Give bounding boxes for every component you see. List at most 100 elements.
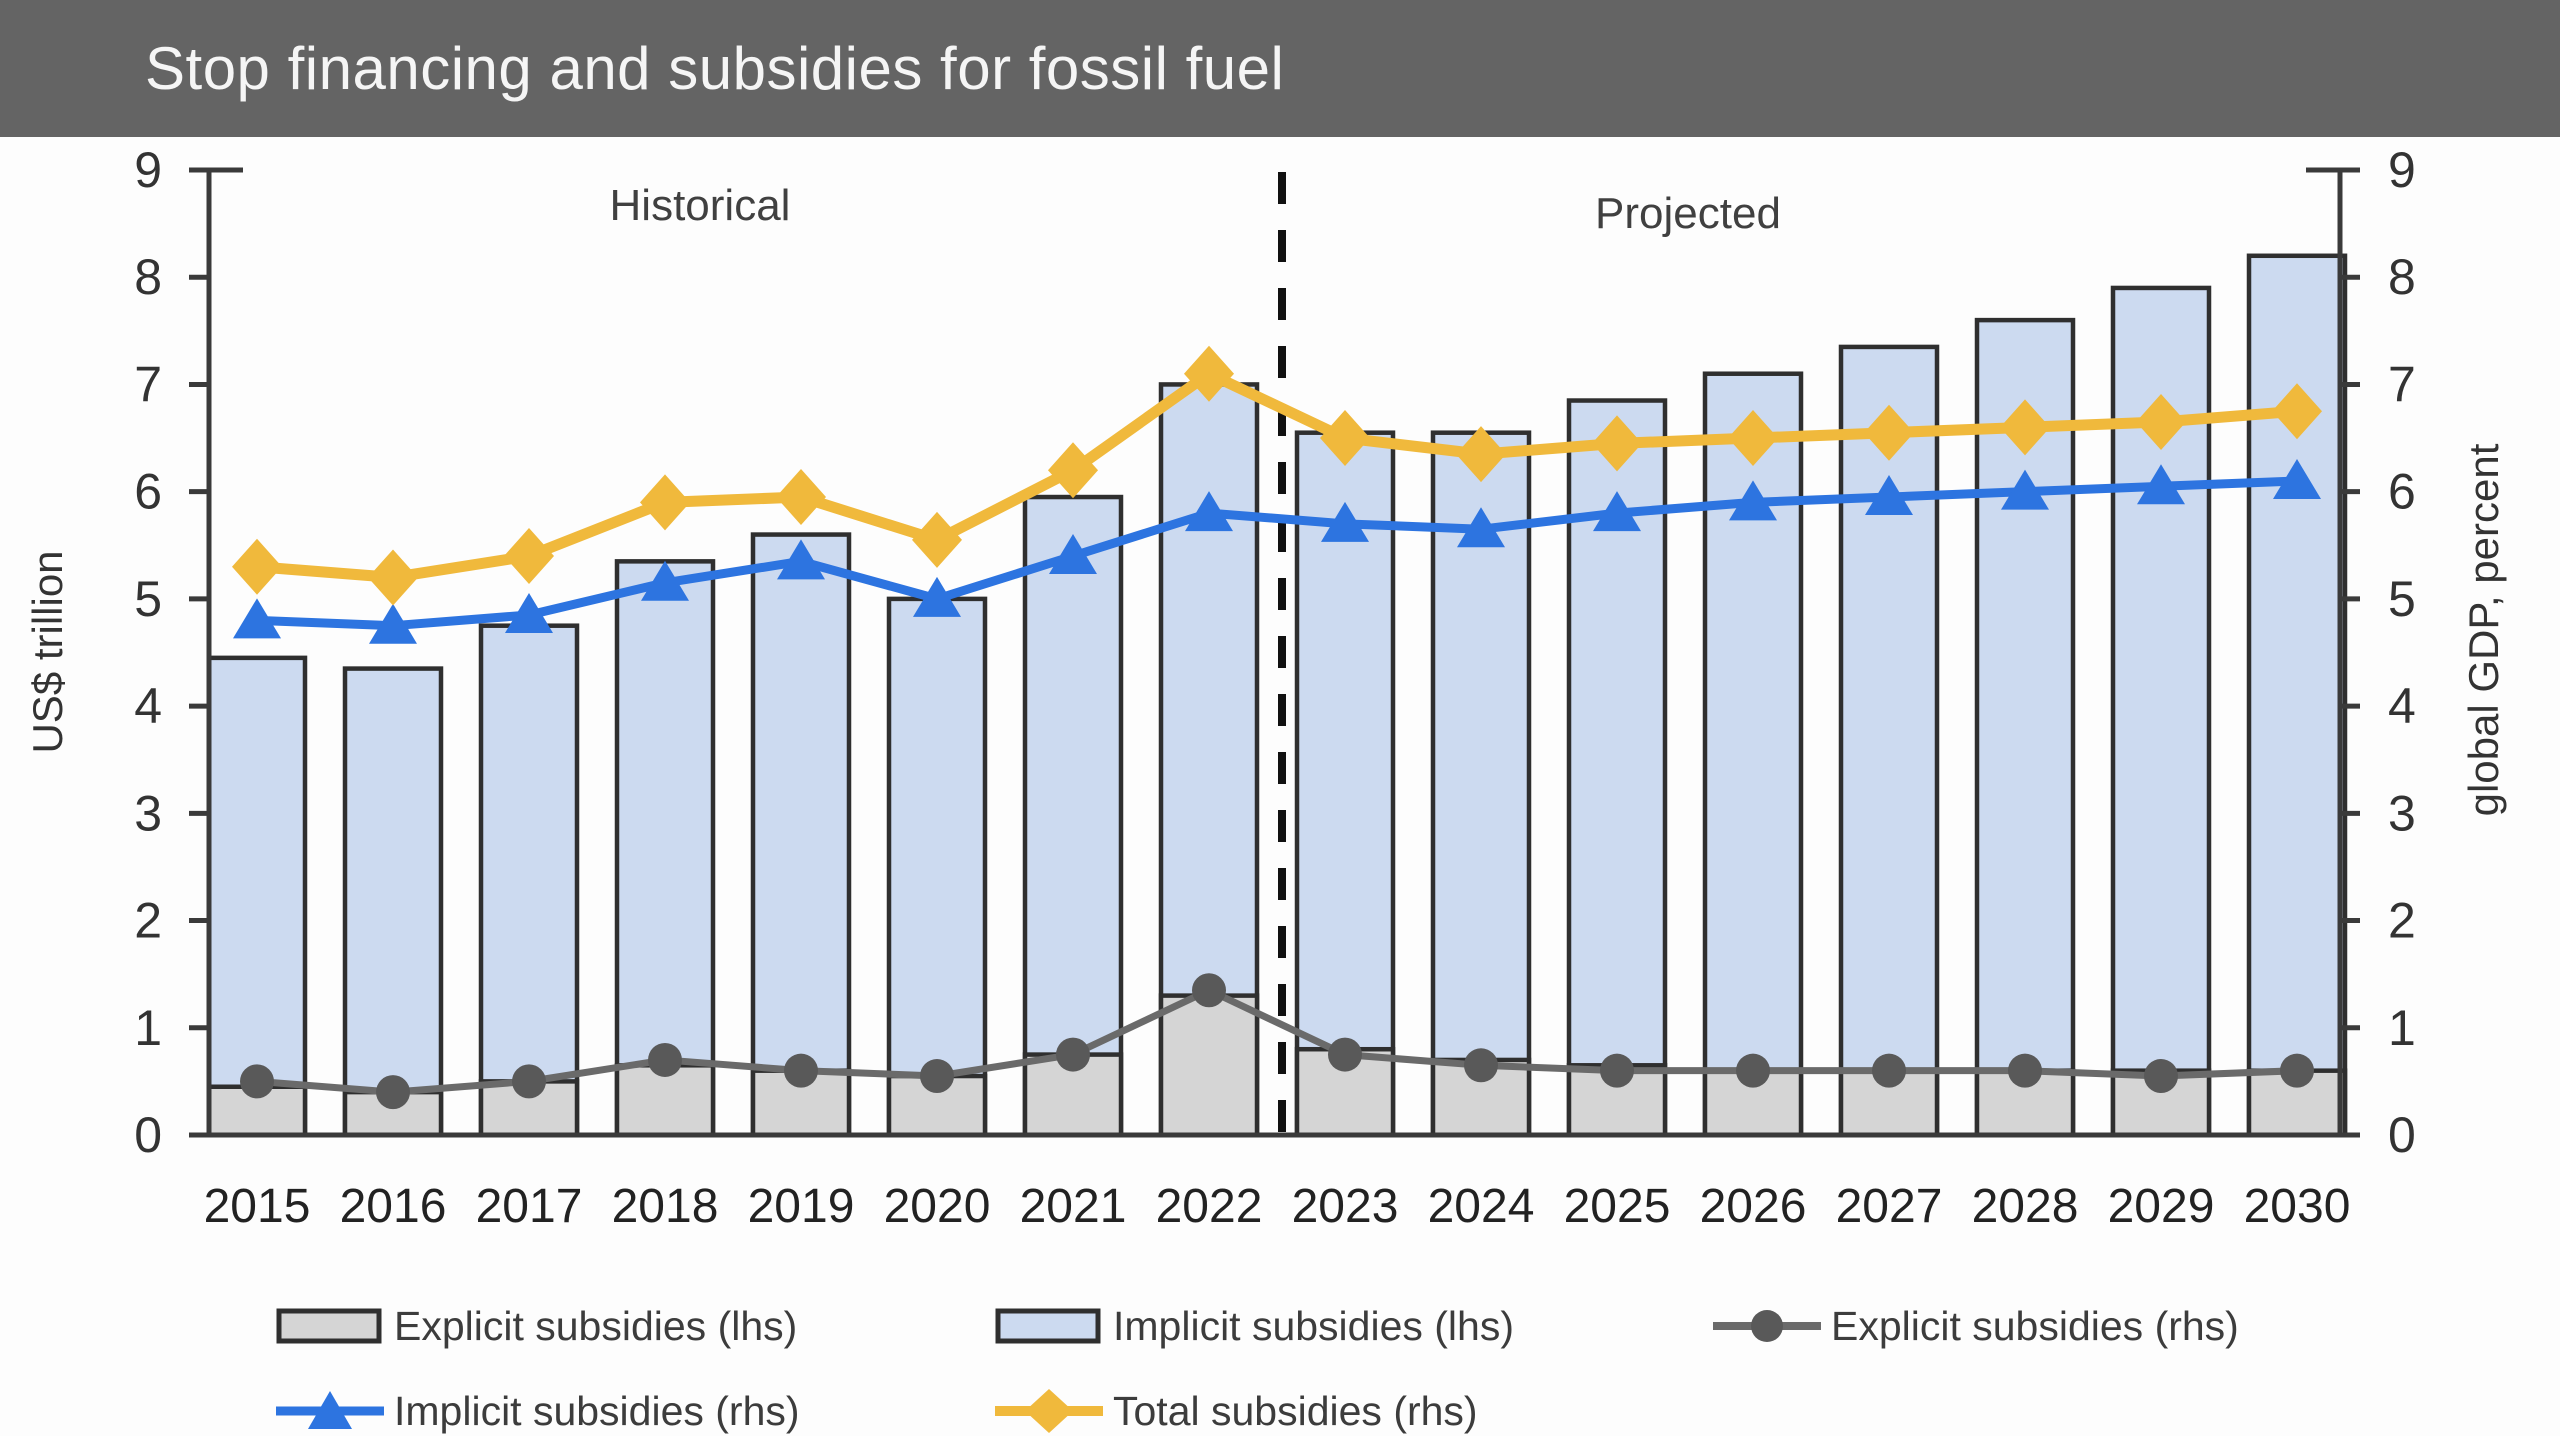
total-rhs-marker [1728,410,1778,467]
left-tick-label: 2 [134,893,162,949]
legend-label: Implicit subsidies (lhs) [1113,1302,1514,1349]
total-rhs-marker [640,474,690,531]
explicit-rhs-marker [2008,1053,2042,1088]
x-label-2017: 2017 [476,1180,583,1233]
total-rhs-line [251,368,2303,583]
left-tick-label: 6 [134,464,162,520]
projected-label: Projected [1595,189,1781,238]
explicit-rhs-marker [2280,1053,2314,1088]
implicit-rhs-marker [1049,534,1097,574]
page-title: Stop financing and subsidies for fossil … [145,35,1285,102]
bar-explicit-2030 [2246,1068,2348,1138]
total-rhs-marker [1456,426,1506,483]
title-bar: Stop financing and subsidies for fossil … [0,0,2560,137]
implicit-rhs-marker [2273,458,2321,499]
bar-implicit-2016 [342,666,444,1138]
explicit-rhs-marker [1600,1053,1634,1088]
explicit-rhs-marker [920,1059,954,1094]
total-rhs-marker [2272,383,2322,440]
total-rhs-marker [776,469,826,526]
left-tick-label: 0 [134,1107,162,1163]
legend-label: Implicit subsidies (rhs) [394,1387,800,1434]
bar-implicit-2021 [1022,494,1124,1138]
right-tick-label: 0 [2388,1107,2416,1163]
explicit-rhs-marker [1056,1037,1090,1072]
bar-implicit-2015 [206,655,308,1138]
total-rhs-marker [912,511,962,568]
x-label-2026: 2026 [1700,1180,1807,1233]
right-tick-label: 6 [2388,464,2416,520]
implicit-rhs-marker [2137,464,2185,505]
right-tick-label: 3 [2388,785,2416,841]
left-tick-label: 1 [134,1000,162,1056]
x-label-2024: 2024 [1428,1180,1535,1233]
right-tick-label: 4 [2388,678,2416,734]
x-label-2025: 2025 [1564,1180,1671,1233]
legend-label: Total subsidies (rhs) [1113,1387,1478,1434]
implicit-rhs-marker [505,592,553,633]
bar-explicit-2028 [1974,1068,2076,1138]
bar-implicit-2020 [886,596,988,1138]
implicit-rhs-marker [1185,491,1233,532]
explicit-rhs-marker [2144,1059,2178,1094]
implicit-rhs-marker [641,560,689,601]
implicit-rhs-line [252,476,2302,631]
implicit-rhs-marker [1457,507,1505,548]
explicit-rhs-marker [1192,973,1226,1008]
explicit-rhs-marker [648,1042,682,1077]
right-tick-label: 8 [2388,249,2416,305]
implicit-rhs-marker [913,576,961,617]
legend-item-total-rhs: Total subsidies (rhs) [993,1387,1478,1434]
x-label-2016: 2016 [340,1180,447,1233]
total-rhs-marker [1320,410,1370,467]
bar-explicit-2022 [1158,993,1260,1138]
total-rhs-marker [1184,345,1234,402]
legend-item-explicit-lhs: Explicit subsidies (lhs) [274,1302,798,1349]
implicit-rhs-marker [2001,469,2049,510]
chart-legend: Explicit subsidies (lhs) Implicit subsid… [0,1286,2560,1436]
bar-implicit-2019 [750,532,852,1138]
implicit-rhs-marker [369,603,417,644]
explicit-rhs-line [253,986,2301,1096]
bar-implicit-2028 [1974,317,2076,1138]
right-tick-label: 5 [2388,571,2416,627]
right-tick-label: 2 [2388,893,2416,949]
total-rhs-marker [1592,415,1642,472]
total-rhs-marker [232,538,282,595]
total-rhs-marker [1048,442,1098,499]
implicit-rhs-marker [1321,501,1369,542]
left-tick-label: 7 [134,356,162,412]
explicit-rhs-marker [512,1064,546,1099]
left-tick-label: 3 [134,785,162,841]
x-label-2029: 2029 [2108,1180,2215,1233]
x-label-2015: 2015 [204,1180,311,1233]
bar-implicit-2024 [1430,430,1532,1138]
implicit-rhs-marker [1729,480,1777,521]
bar-implicit-2017 [478,623,580,1138]
legend-label: Explicit subsidies (lhs) [394,1302,798,1349]
x-label-2022: 2022 [1156,1180,1263,1233]
bar-implicit-2027 [1838,344,1940,1138]
explicit-rhs-marker [784,1053,818,1088]
total-rhs-marker [1864,404,1914,461]
left-tick-label: 5 [134,571,162,627]
right-tick-label: 9 [2388,142,2416,198]
yellow-line-diamond-icon [995,1389,1103,1433]
blue-line-triangle-icon [276,1391,384,1429]
right-axis-title: global GDP, percent [2460,443,2507,816]
total-rhs-marker [2000,399,2050,456]
explicit-rhs-marker [1736,1053,1770,1088]
x-label-2021: 2021 [1020,1180,1127,1233]
implicit-rhs-marker [1865,475,1913,516]
legend-item-implicit-rhs: Implicit subsidies (rhs) [274,1387,800,1434]
total-rhs-marker [2136,393,2186,450]
explicit-rhs-marker [376,1075,410,1110]
implicit-rhs-marker [233,598,281,639]
x-label-2019: 2019 [748,1180,855,1233]
explicit-rhs-marker [240,1064,274,1099]
left-tick-label: 9 [134,142,162,198]
left-tick-label: 8 [134,249,162,305]
legend-label: Explicit subsidies (rhs) [1831,1302,2239,1349]
historical-label: Historical [610,181,791,230]
x-label-2028: 2028 [1972,1180,2079,1233]
